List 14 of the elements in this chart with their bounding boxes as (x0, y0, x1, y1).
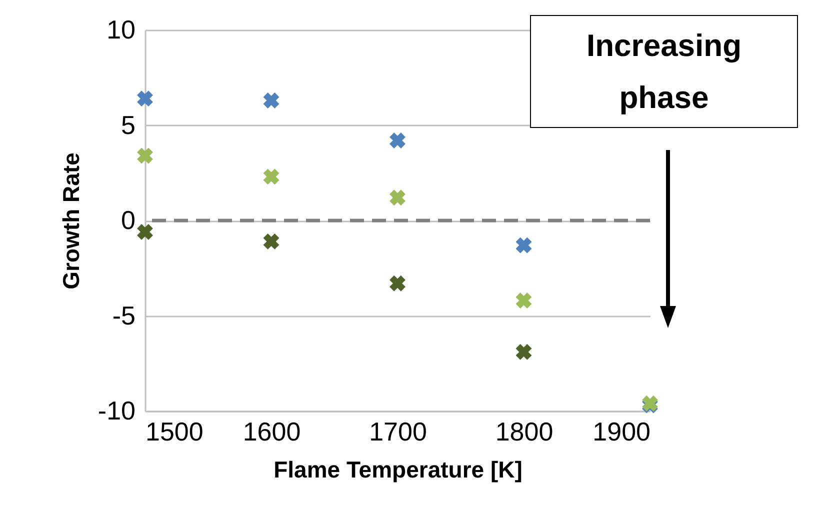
y-axis-title: Growth Rate (58, 152, 84, 290)
y-tick-label: 5 (121, 110, 136, 140)
y-tick-label: -10 (98, 396, 136, 426)
x-tick-label: 1600 (242, 416, 301, 446)
y-tick-label: 10 (106, 14, 136, 44)
y-tick-label: 0 (121, 205, 136, 235)
x-tick-label: 1500 (146, 416, 204, 446)
x-tick-label: 1900 (592, 416, 650, 446)
y-tick-label: -5 (112, 300, 136, 330)
x-tick-label: 1700 (369, 416, 427, 446)
x-axis-title: Flame Temperature [K] (274, 456, 522, 482)
x-tick-label: 1800 (495, 416, 554, 446)
text-box: Increasing phase (530, 15, 798, 128)
annotation: Increasing phase (585, 26, 743, 116)
